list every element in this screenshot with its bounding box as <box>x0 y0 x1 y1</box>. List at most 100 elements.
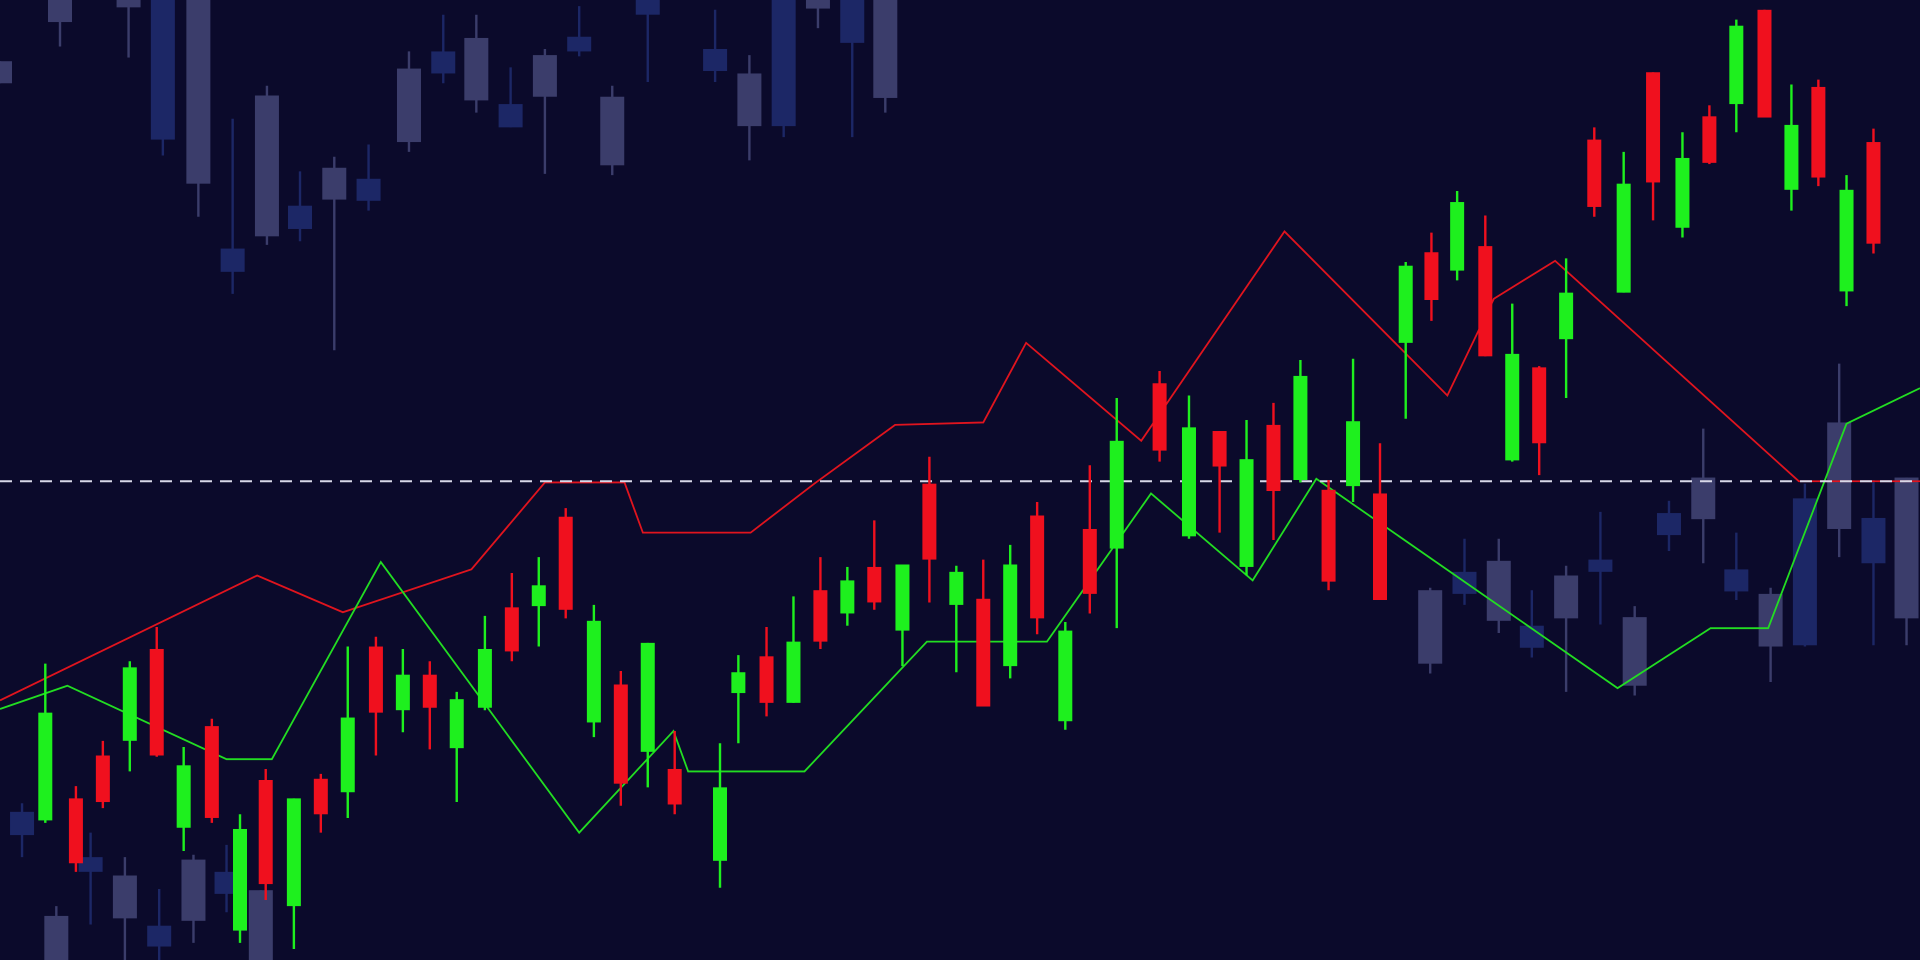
ghost-candle-body <box>498 104 523 128</box>
ghost-candle-body <box>532 55 557 97</box>
ghost-candle-body <box>150 0 175 140</box>
ghost-candle-body <box>873 0 898 98</box>
candle-body <box>1450 202 1465 271</box>
candle-body <box>122 667 137 741</box>
candle-body <box>1058 630 1073 722</box>
ghost-candle-body <box>431 51 456 74</box>
ghost-candle-body <box>1622 617 1647 686</box>
indicator-line <box>0 230 1920 702</box>
candle-body <box>1239 459 1254 567</box>
ghost-candle-body <box>635 0 660 15</box>
ghost-candle-body <box>181 859 206 921</box>
candle-body <box>449 699 464 749</box>
candle-body <box>1532 367 1547 444</box>
candle-body <box>313 778 328 815</box>
candle-body <box>1398 265 1413 343</box>
candle-body <box>204 726 219 818</box>
ghost-candle-body <box>567 36 592 52</box>
candle-body <box>1646 72 1661 183</box>
ghost-candle-body <box>1588 559 1613 572</box>
candle-body <box>613 684 628 784</box>
candle-body <box>1811 86 1826 178</box>
ghost-candle-body <box>703 48 728 72</box>
candle-body <box>1587 139 1602 207</box>
ghost-candle-body <box>248 890 273 960</box>
candle-body <box>813 590 828 642</box>
candle-body <box>422 674 437 708</box>
candle-body <box>840 580 855 614</box>
candle-body <box>786 641 801 703</box>
ghost-candle-body <box>116 0 141 8</box>
ghost-candle-body <box>1724 569 1749 592</box>
ghost-candle-body <box>322 167 347 200</box>
candle-body <box>233 828 247 931</box>
ghost-candle-body <box>840 0 865 43</box>
ghost-candle-body <box>805 0 830 9</box>
ghost-candle-body <box>1894 477 1919 619</box>
ghost-candle-body <box>112 875 137 919</box>
candle-body <box>586 620 601 723</box>
candle-body <box>1266 424 1281 492</box>
ghost-candle-body <box>1827 422 1852 529</box>
candle-body <box>38 712 53 821</box>
ghost-candle-body <box>44 915 69 960</box>
ghost-candle-body <box>48 0 72 23</box>
ghost-candle-body <box>1691 477 1716 520</box>
ghost-candle-body <box>254 95 279 237</box>
candle-body <box>1559 292 1574 340</box>
ghost-candle-body <box>220 248 245 272</box>
candle-body <box>1181 427 1196 537</box>
candle-body <box>531 585 546 607</box>
candle-body <box>949 571 964 605</box>
candle-body <box>1702 116 1717 163</box>
candle-body <box>1866 142 1881 244</box>
ghost-candle-body <box>771 0 796 127</box>
candle-body <box>1003 564 1018 667</box>
ghost-candle-body <box>0 61 12 84</box>
candle-body <box>176 765 191 828</box>
ghost-candle-body <box>356 178 381 201</box>
candle-body <box>1729 25 1744 105</box>
candle-body <box>1839 189 1854 292</box>
candle-body <box>1212 431 1227 467</box>
candle-body <box>640 642 655 752</box>
ghost-candle-body <box>737 73 762 127</box>
candle-body <box>258 780 273 885</box>
candle-body <box>1373 493 1387 600</box>
ghost-candle-body <box>396 68 421 143</box>
candle-body <box>731 672 746 694</box>
candle-body <box>477 648 492 708</box>
candle-body <box>95 755 110 803</box>
candle-body <box>504 607 519 652</box>
ghost-candle-body <box>600 96 625 166</box>
candle-body <box>922 483 937 560</box>
ghost-candle-body <box>214 871 239 894</box>
ghost-candle-body <box>1554 575 1579 619</box>
candle-body <box>1082 528 1097 594</box>
ghost-candle-body <box>147 925 172 947</box>
candle-body <box>1321 489 1336 582</box>
candle-body <box>1346 421 1361 487</box>
candle-body <box>368 646 383 713</box>
candle-body <box>1152 383 1167 451</box>
candle-body <box>1030 515 1045 619</box>
candle-body <box>1478 246 1493 357</box>
candle-body <box>68 798 83 864</box>
candle-body <box>1675 157 1690 228</box>
candle-body <box>1784 124 1799 190</box>
ghost-candle-body <box>10 811 35 836</box>
indicator-line <box>0 387 1920 835</box>
candle-body <box>286 798 301 907</box>
candle-body <box>759 656 774 703</box>
ghost-candle-body <box>1418 590 1443 664</box>
candle-body <box>713 787 727 861</box>
candle-body <box>1616 183 1631 293</box>
candle-body <box>976 598 991 707</box>
candle-body <box>667 768 682 805</box>
candle-body <box>340 717 355 793</box>
candle-body <box>558 516 573 610</box>
candle-body <box>1757 9 1772 118</box>
ghost-candle-body <box>1656 513 1681 536</box>
